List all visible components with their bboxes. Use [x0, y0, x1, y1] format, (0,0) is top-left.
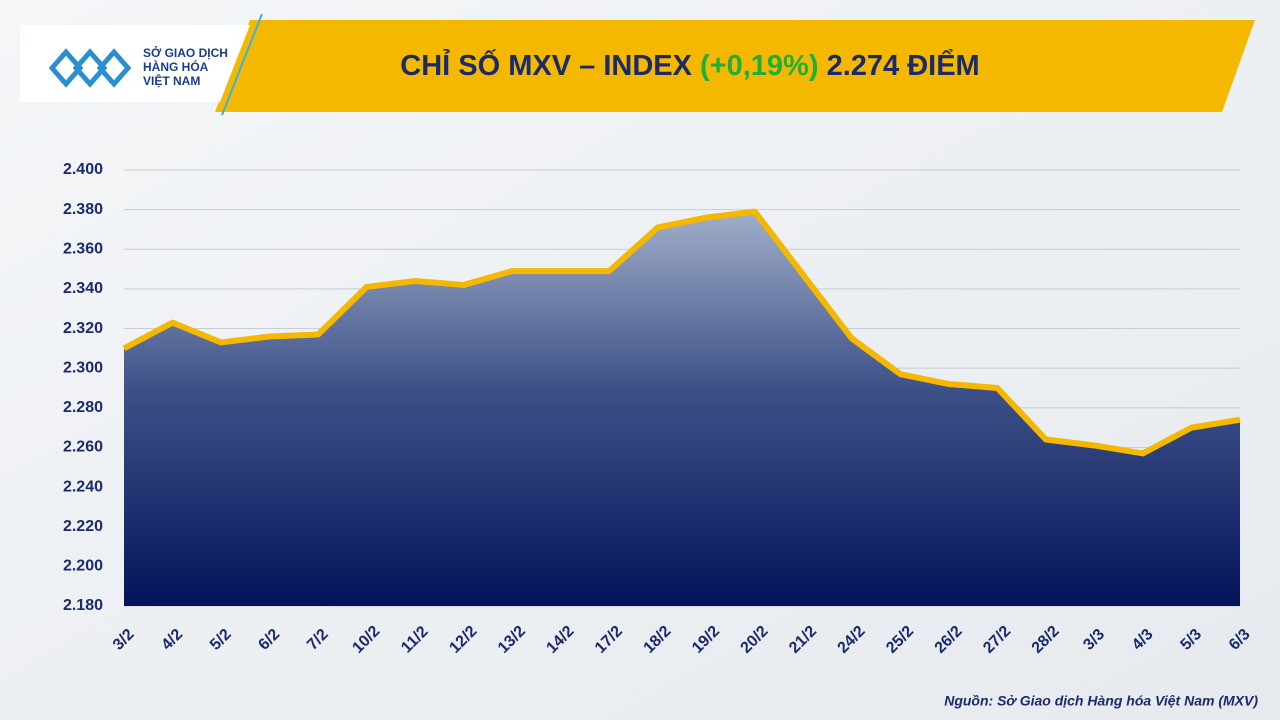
title-text: CHỈ SỐ MXV – INDEX — [400, 48, 692, 82]
source: Nguồn: Sở Giao dịch Hàng hóa Việt Nam (M… — [944, 693, 1258, 709]
y-tick-label: 2.260 — [63, 439, 103, 456]
y-tick-label: 2.280 — [63, 399, 103, 416]
logo-text: SỞ GIAO DỊCH — [143, 45, 228, 60]
y-tick-label: 2.340 — [63, 280, 103, 297]
y-tick-label: 2.220 — [63, 518, 103, 535]
logo-mark — [48, 48, 132, 88]
logo-text: HÀNG HÓA — [143, 59, 209, 74]
logo-text: VIỆT NAM — [143, 73, 200, 88]
y-tick-label: 2.320 — [63, 320, 103, 337]
y-tick-label: 2.400 — [63, 161, 103, 178]
y-tick-label: 2.200 — [63, 558, 103, 575]
title-change: (+0,19%) — [700, 50, 818, 82]
header-band — [215, 20, 1255, 112]
logo-box — [20, 25, 250, 102]
title-last: 2.274 ĐIỂM — [827, 48, 980, 82]
line — [122, 208, 1241, 457]
y-tick-label: 2.360 — [63, 240, 103, 257]
chart-title: CHỈ SỐ MXV – INDEX (+0,19%) 2.274 ĐIỂM — [400, 48, 979, 82]
y-tick-label: 2.380 — [63, 201, 103, 218]
y-tick-label: 2.300 — [63, 359, 103, 376]
y-tick-label: 2.180 — [63, 597, 103, 614]
accent-line — [221, 13, 263, 116]
area — [124, 211, 1240, 607]
y-tick-label: 2.240 — [63, 478, 103, 495]
